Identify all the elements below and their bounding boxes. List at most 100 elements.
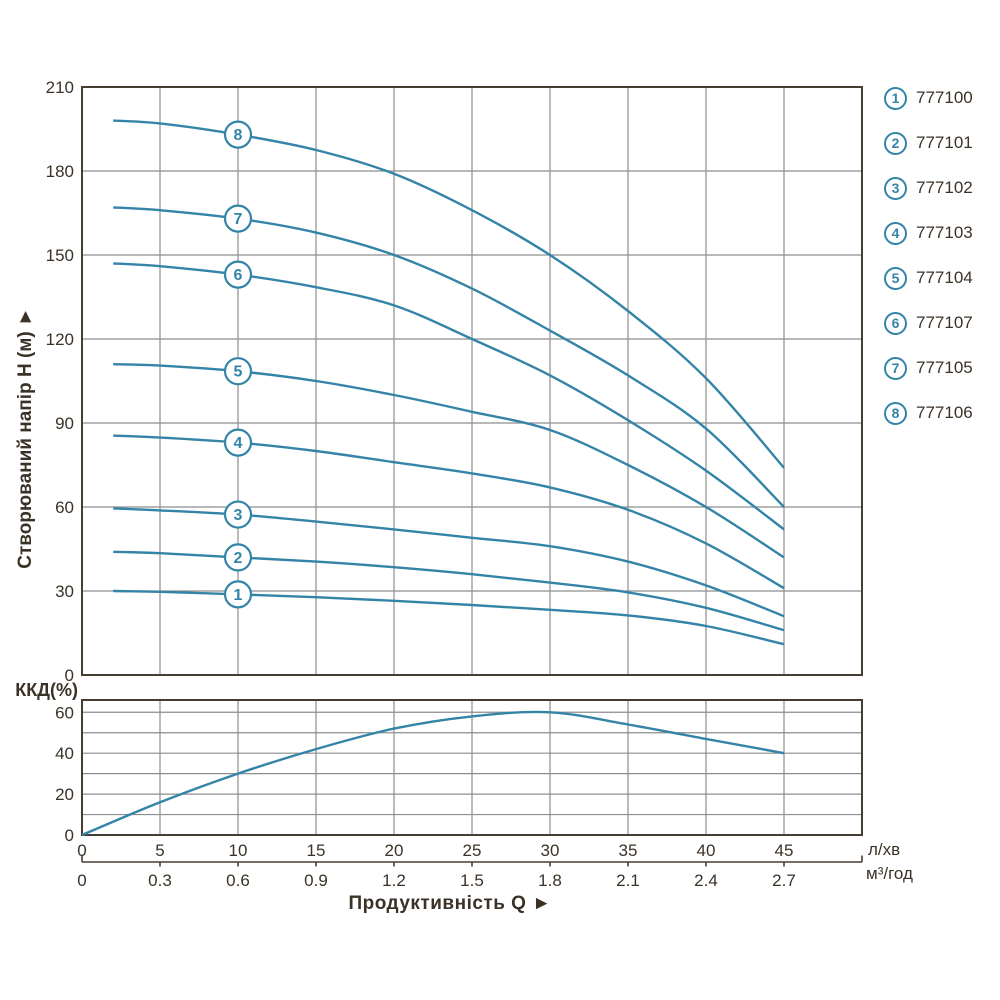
y-tick-label: 90 bbox=[55, 414, 74, 433]
curve-badge-circle bbox=[223, 428, 253, 457]
x-tick-label-m3h: 1.5 bbox=[460, 871, 484, 890]
legend-number-badge: 8 bbox=[884, 401, 907, 425]
curve-777100 bbox=[113, 589, 785, 646]
x-tick-label-m3h: 0.6 bbox=[226, 871, 250, 890]
curve-777101 bbox=[113, 550, 785, 632]
legend-item-777102: 3 777102 bbox=[884, 176, 973, 200]
x-tick-label-lmin: 25 bbox=[463, 841, 482, 860]
x-tick-label-lmin: 0 bbox=[77, 841, 86, 860]
curve-777103 bbox=[113, 434, 785, 590]
curve-badge-number: 4 bbox=[234, 435, 243, 452]
x-tick-label-m3h: 2.7 bbox=[772, 871, 796, 890]
efficiency-tick-label: 40 bbox=[55, 744, 74, 763]
curve-badge-number: 3 bbox=[234, 507, 243, 524]
x-tick-label-lmin: 10 bbox=[229, 841, 248, 860]
head-curves bbox=[113, 119, 785, 646]
x-tick-label-m3h: 1.2 bbox=[382, 871, 406, 890]
x-tick-label-m3h: 2.4 bbox=[694, 871, 718, 890]
curve-badge-number: 2 bbox=[234, 550, 243, 567]
efficiency-axis-label: ККД(%) bbox=[15, 680, 78, 700]
x-tick-label-lmin: 40 bbox=[697, 841, 716, 860]
main-plot-border bbox=[81, 86, 863, 676]
legend-number-badge: 1 bbox=[884, 86, 907, 110]
curve-badge-number: 8 bbox=[234, 127, 243, 144]
legend-number-badge: 2 bbox=[884, 131, 907, 155]
legend-model-code: 777107 bbox=[916, 313, 973, 332]
curve-badge-circle bbox=[223, 543, 253, 572]
curve-badge-circle bbox=[223, 580, 253, 609]
legend-model-code: 777103 bbox=[916, 223, 973, 242]
x-tick-label-m3h: 1.8 bbox=[538, 871, 562, 890]
legend-item-777101: 2 777101 bbox=[884, 131, 973, 155]
curve-777107 bbox=[113, 262, 785, 531]
x-tick-label-lmin: 30 bbox=[541, 841, 560, 860]
flow-unit-lmin-label: л/хв bbox=[868, 840, 901, 859]
curve-777102 bbox=[113, 507, 785, 618]
x-secondary-axis bbox=[81, 855, 863, 867]
legend-number-badge: 5 bbox=[884, 266, 907, 290]
curve-badge-circle bbox=[223, 500, 253, 529]
x-tick-label-m3h: 0.3 bbox=[148, 871, 172, 890]
legend-item-777105: 7 777105 bbox=[884, 356, 973, 380]
efficiency-curve bbox=[81, 710, 785, 837]
curve-777106 bbox=[113, 119, 785, 469]
legend-item-777107: 6 777107 bbox=[884, 311, 973, 335]
legend-number-badge: 4 bbox=[884, 221, 907, 245]
efficiency-tick-label: 60 bbox=[55, 703, 74, 722]
curve-badge-number: 6 bbox=[234, 267, 243, 284]
main-y-tick-labels: 0 30 60 90 120 150 180 210 bbox=[46, 78, 74, 685]
x-tick-label-lmin: 35 bbox=[619, 841, 638, 860]
curve-badge-circle bbox=[223, 204, 253, 233]
legend-number-badge: 7 bbox=[884, 356, 907, 380]
y-axis-title: Створюваний напір H (м) ► bbox=[15, 307, 36, 569]
y-tick-label: 0 bbox=[65, 666, 74, 685]
legend-item-777103: 4 777103 bbox=[884, 221, 973, 245]
legend-model-code: 777101 bbox=[916, 133, 973, 152]
efficiency-tick-label: 0 bbox=[65, 826, 74, 845]
curve-badge-number: 1 bbox=[234, 587, 243, 604]
legend-number-badge: 6 bbox=[884, 311, 907, 335]
efficiency-y-tick-labels: 0 20 40 60 bbox=[55, 703, 74, 845]
legend-model-code: 777102 bbox=[916, 178, 973, 197]
x-axis-title: Продуктивність Q ► bbox=[348, 893, 552, 914]
x-tick-label-m3h: 2.1 bbox=[616, 871, 640, 890]
flow-unit-m3h-label: м³/год bbox=[866, 864, 913, 883]
efficiency-grid bbox=[82, 700, 862, 835]
y-tick-label: 150 bbox=[46, 246, 74, 265]
efficiency-tick-label: 20 bbox=[55, 785, 74, 804]
legend-item-777106: 8 777106 bbox=[884, 401, 973, 425]
y-tick-label: 180 bbox=[46, 162, 74, 181]
curve-badge-circle bbox=[223, 357, 253, 386]
y-tick-label: 210 bbox=[46, 78, 74, 97]
x-tick-label-lmin: 15 bbox=[307, 841, 326, 860]
curve-badge-number: 5 bbox=[234, 364, 243, 381]
curve-badge-circle bbox=[223, 260, 253, 289]
y-tick-label: 120 bbox=[46, 330, 74, 349]
legend-model-code: 777104 bbox=[916, 268, 973, 287]
curve-badge-circle bbox=[223, 120, 253, 149]
efficiency-plot-border bbox=[81, 699, 863, 836]
main-grid bbox=[82, 87, 862, 675]
curve-777104 bbox=[113, 363, 785, 559]
curve-number-badges: 1 2 3 4 5 6 7 8 bbox=[223, 120, 253, 609]
curve-777105 bbox=[113, 206, 785, 508]
x-secondary-tick-labels: 0 0.3 0.6 0.9 1.2 1.5 1.8 2.1 2.4 2.7 bbox=[77, 871, 796, 890]
legend-item-777104: 5 777104 bbox=[884, 266, 973, 290]
x-tick-label-lmin: 5 bbox=[155, 841, 164, 860]
x-tick-label-m3h: 0.9 bbox=[304, 871, 328, 890]
legend: 1 777100 2 777101 3 777102 4 777103 5 777104 6 7771… bbox=[884, 86, 973, 446]
x-tick-label-m3h: 0 bbox=[77, 871, 86, 890]
legend-number-badge: 3 bbox=[884, 176, 907, 200]
x-tick-label-lmin: 45 bbox=[775, 841, 794, 860]
x-tick-label-lmin: 20 bbox=[385, 841, 404, 860]
x-primary-tick-labels: 0 5 10 15 20 25 30 35 40 45 bbox=[77, 841, 793, 860]
curve-badge-number: 7 bbox=[234, 211, 243, 228]
legend-model-code: 777106 bbox=[916, 403, 973, 422]
legend-model-code: 777100 bbox=[916, 88, 973, 107]
y-tick-label: 60 bbox=[55, 498, 74, 517]
y-tick-label: 30 bbox=[55, 582, 74, 601]
legend-model-code: 777105 bbox=[916, 358, 973, 377]
legend-item-777100: 1 777100 bbox=[884, 86, 973, 110]
